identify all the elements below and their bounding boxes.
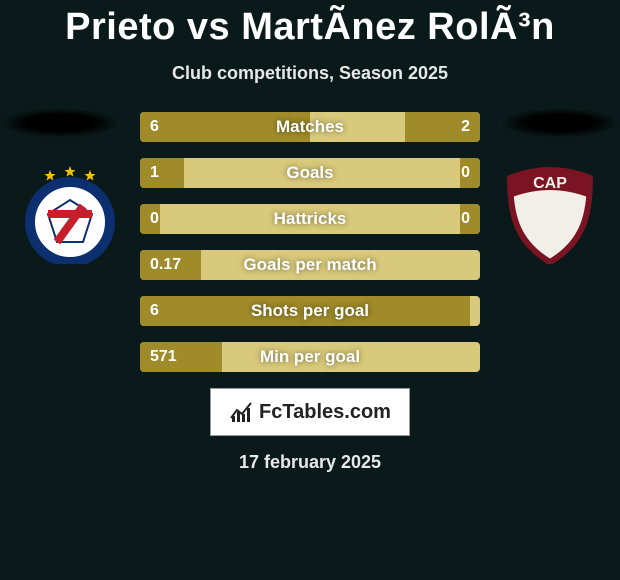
attribution-text: FcTables.com — [259, 401, 391, 424]
chart-icon — [229, 400, 253, 424]
stat-bars: 62Matches 10Goals 00Hattricks 0.17Goals per… — [140, 112, 480, 372]
stat-row: 571Min per goal — [140, 342, 480, 372]
stat-label: Matches — [140, 112, 480, 142]
club-badge-left — [20, 164, 120, 264]
stat-label: Hattricks — [140, 204, 480, 234]
attribution-badge: FcTables.com — [210, 388, 410, 436]
page-subtitle: Club competitions, Season 2025 — [0, 63, 620, 84]
stat-row: 0.17Goals per match — [140, 250, 480, 280]
player-shadow-left — [0, 108, 120, 138]
stat-row: 62Matches — [140, 112, 480, 142]
page-title: Prieto vs MartÃnez RolÃ³n — [0, 0, 620, 49]
stat-label: Shots per goal — [140, 296, 480, 326]
stat-label: Goals per match — [140, 250, 480, 280]
player-shadow-right — [500, 108, 620, 138]
club-badge-right: CAP — [500, 164, 600, 264]
comparison-date: 17 february 2025 — [0, 452, 620, 473]
comparison-content: CAP 62Matches 10Goals 00Hattricks 0.17Goals… — [0, 112, 620, 473]
stat-row: 6Shots per goal — [140, 296, 480, 326]
svg-text:CAP: CAP — [533, 175, 567, 192]
stat-label: Goals — [140, 158, 480, 188]
stat-row: 10Goals — [140, 158, 480, 188]
stat-row: 00Hattricks — [140, 204, 480, 234]
stat-label: Min per goal — [140, 342, 480, 372]
